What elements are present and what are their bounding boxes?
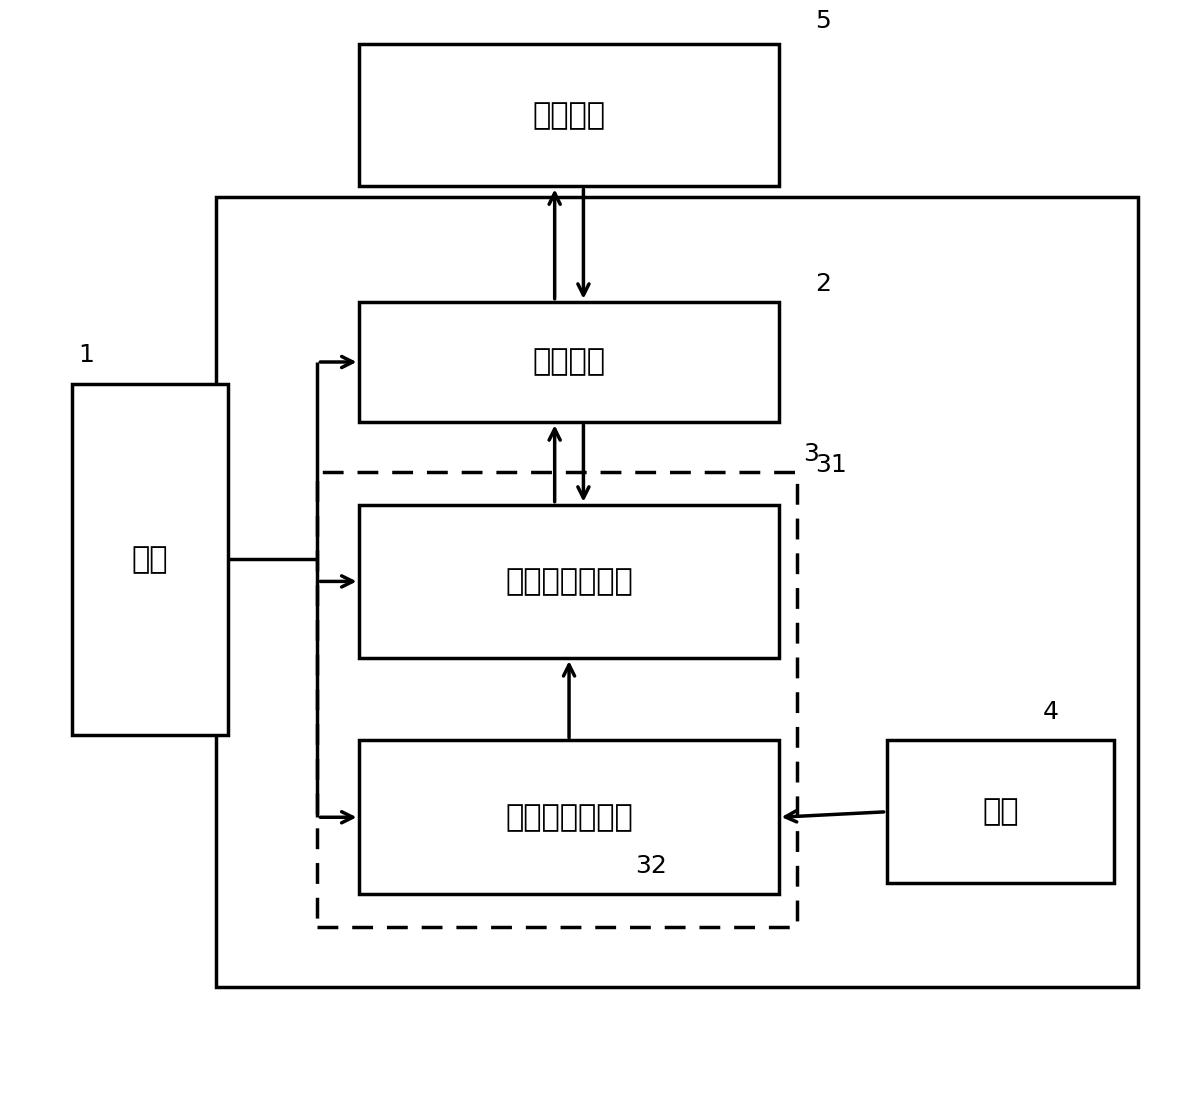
Text: 31: 31	[815, 453, 847, 477]
Text: 1: 1	[78, 343, 93, 367]
Bar	[359, 740, 779, 894]
Text: 主控芯片: 主控芯片	[533, 348, 605, 376]
Bar	[359, 44, 779, 186]
Text: 4: 4	[1042, 700, 1058, 724]
Text: 3: 3	[803, 442, 818, 466]
Text: 双模射频接收器: 双模射频接收器	[506, 803, 633, 832]
Bar	[359, 302, 779, 422]
Text: 32: 32	[635, 853, 667, 878]
Bar	[317, 472, 797, 927]
Bar	[72, 384, 228, 735]
Bar	[216, 197, 1138, 987]
Text: 5: 5	[815, 9, 830, 33]
Text: 2: 2	[815, 272, 830, 296]
Bar	[887, 740, 1114, 883]
Text: 控制中心: 控制中心	[533, 101, 605, 129]
Text: 电源: 电源	[132, 545, 168, 574]
Text: 天线: 天线	[982, 798, 1018, 826]
Bar	[359, 505, 779, 658]
Text: 双模基带处理器: 双模基带处理器	[506, 567, 633, 596]
